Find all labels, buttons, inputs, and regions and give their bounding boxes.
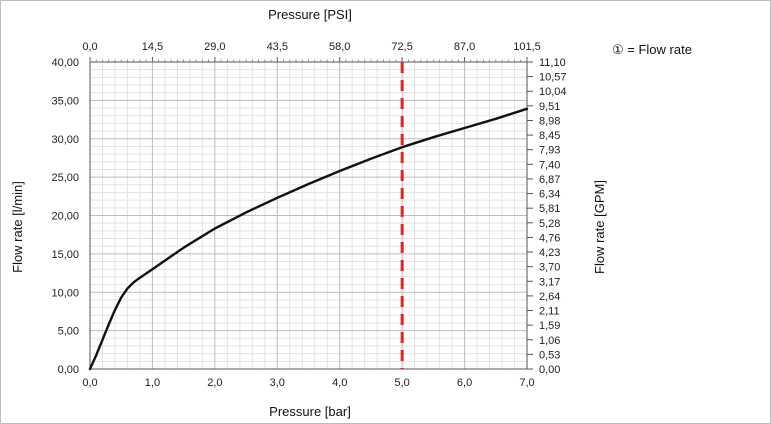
- flow-rate-curve: [88, 107, 529, 371]
- x2-tick-label: 14,5: [142, 41, 163, 53]
- x2-tick-label: 29,0: [204, 41, 225, 53]
- y2-tick-label: 0,53: [539, 349, 560, 361]
- x2-tick-label: 72,5: [391, 41, 412, 53]
- y2-tick-label: 0,00: [539, 364, 560, 376]
- y2-tick-label: 6,87: [539, 174, 560, 186]
- series-layer: [88, 107, 529, 371]
- x2-tick-label: 87,0: [454, 41, 475, 53]
- y-tick-label: 35,00: [51, 95, 79, 107]
- y2-tick-label: 6,34: [539, 189, 560, 201]
- y2-tick-label: 2,11: [539, 306, 560, 318]
- x2-tick-label: 0,0: [82, 41, 97, 53]
- y2-axis-title: Flow rate [GPM]: [592, 180, 607, 274]
- y2-tick-label: 2,64: [539, 291, 560, 303]
- y2-tick-label: 3,70: [539, 262, 560, 274]
- axis-ticks: [89, 57, 533, 370]
- y2-tick-label: 5,28: [539, 218, 560, 230]
- x-tick-label: 3,0: [270, 377, 285, 389]
- x-tick-label: 2,0: [207, 377, 222, 389]
- y2-tick-label: 10,04: [539, 86, 567, 98]
- y2-tick-label: 3,17: [539, 276, 560, 288]
- x-tick-label: 0,0: [82, 377, 97, 389]
- y-tick-label: 30,00: [51, 134, 79, 146]
- x-tick-label: 7,0: [519, 377, 534, 389]
- y2-tick-label: 8,45: [539, 130, 560, 142]
- y2-tick-label: 8,98: [539, 115, 560, 127]
- y-tick-label: 15,00: [51, 249, 79, 261]
- y-tick-label: 5,00: [58, 326, 79, 338]
- y2-tick-label: 7,40: [539, 159, 560, 171]
- x-axis-title: Pressure [bar]: [269, 404, 351, 419]
- x-tick-label: 6,0: [457, 377, 472, 389]
- y2-tick-label: 1,06: [539, 335, 560, 347]
- y-tick-label: 25,00: [51, 172, 79, 184]
- y2-tick-label: 4,76: [539, 232, 560, 244]
- x-tick-label: 4,0: [332, 377, 347, 389]
- y-tick-label: 10,00: [51, 287, 79, 299]
- y-tick-label: 20,00: [51, 211, 79, 223]
- x-tick-label: 5,0: [394, 377, 409, 389]
- x2-tick-label: 58,0: [329, 41, 350, 53]
- y2-tick-label: 11,10: [539, 57, 566, 69]
- x-tick-label: 1,0: [145, 377, 160, 389]
- x2-axis-title: Pressure [PSI]: [268, 7, 352, 22]
- y2-tick-label: 4,23: [539, 247, 560, 259]
- y-tick-label: 40,00: [51, 57, 79, 69]
- x2-tick-label: 101,5: [513, 41, 541, 53]
- y2-tick-label: 9,51: [539, 101, 560, 113]
- y2-tick-label: 5,81: [539, 203, 560, 215]
- legend-label: ① = Flow rate: [612, 42, 692, 57]
- x2-tick-label: 43,5: [267, 41, 288, 53]
- tick-labels: 0,0 1,0 2,0 3,0 4,0 5,0 6,0 7,0 0,0 14,5 29,0 43,5 5…: [51, 41, 566, 389]
- y-axis-title: Flow rate [l/min]: [10, 181, 25, 273]
- y-tick-label: 0,00: [58, 364, 79, 376]
- y2-tick-label: 7,93: [539, 145, 560, 157]
- y2-tick-label: 10,57: [539, 72, 567, 84]
- y2-tick-label: 1,59: [539, 320, 560, 332]
